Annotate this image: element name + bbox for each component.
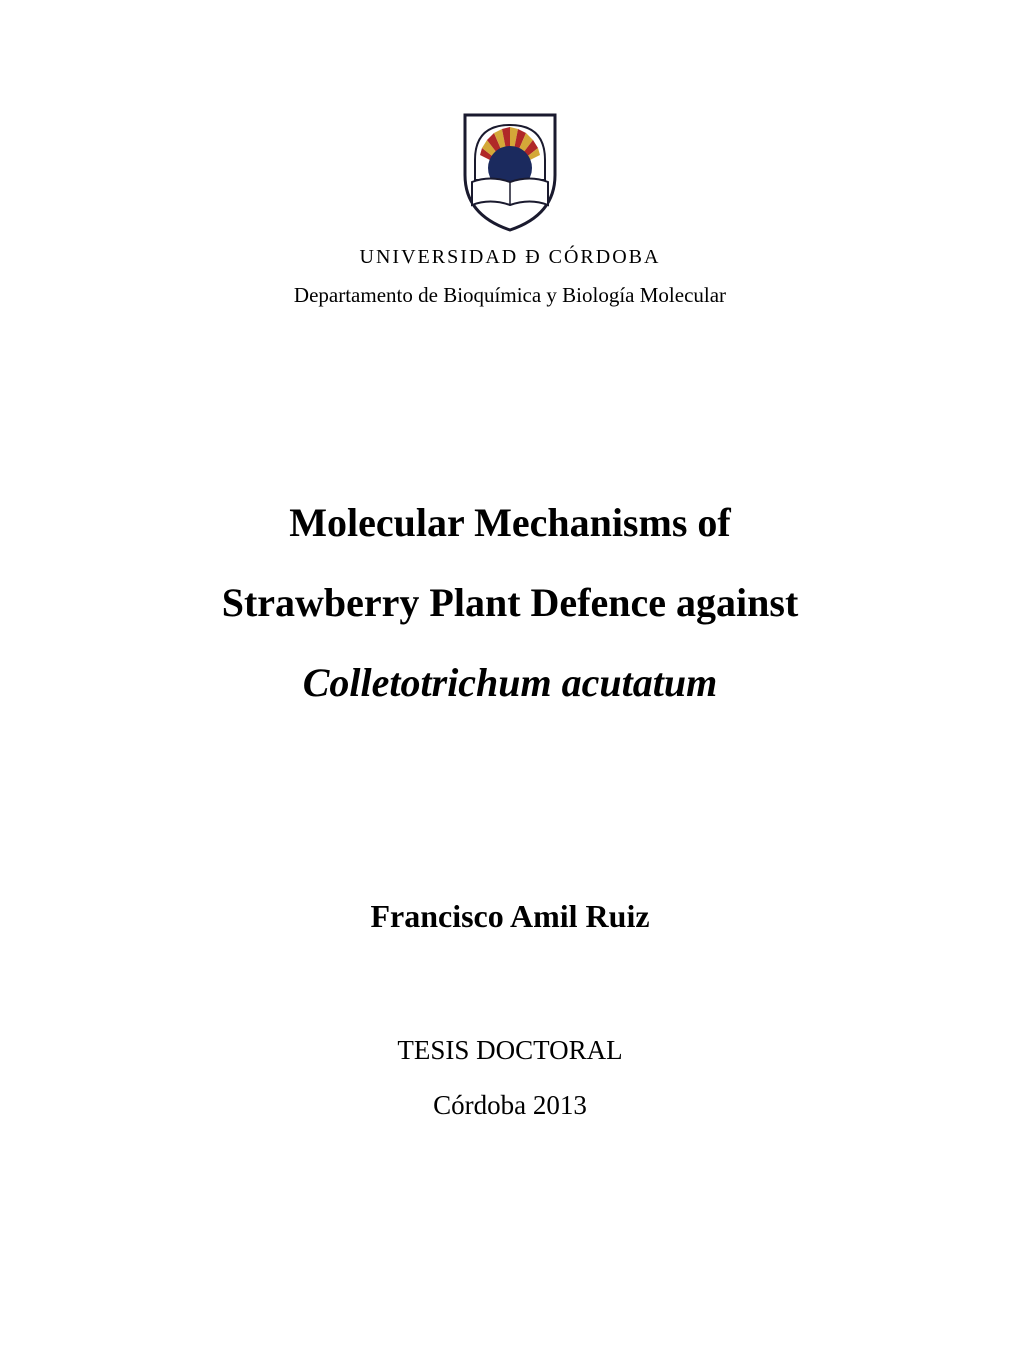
title-page: UNIVERSIDAD Ð CÓRDOBA Departamento de Bi… — [0, 0, 1020, 1221]
title-line-3-species: Colletotrichum acutatum — [85, 643, 935, 723]
document-type: TESIS DOCTORAL — [85, 1035, 935, 1066]
department-name: Departamento de Bioquímica y Biología Mo… — [85, 283, 935, 308]
university-name: UNIVERSIDAD Ð CÓRDOBA — [85, 246, 935, 269]
university-logo — [85, 100, 935, 240]
thesis-title: Molecular Mechanisms of Strawberry Plant… — [85, 483, 935, 723]
author-name: Francisco Amil Ruiz — [85, 898, 935, 935]
location-year: Córdoba 2013 — [85, 1090, 935, 1121]
title-line-2: Strawberry Plant Defence against — [85, 563, 935, 643]
shield-logo-icon — [430, 100, 590, 240]
title-line-1: Molecular Mechanisms of — [85, 483, 935, 563]
